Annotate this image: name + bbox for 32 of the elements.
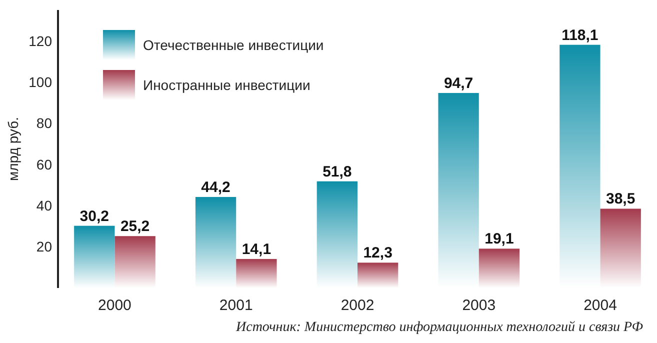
bar (358, 262, 398, 288)
bar (74, 226, 115, 288)
data-label: 44,2 (201, 178, 230, 196)
y-tick-label: 20 (36, 238, 52, 255)
y-tick-label: 60 (36, 156, 52, 172)
data-label: 94,7 (444, 74, 474, 92)
bar (114, 236, 156, 288)
data-label: 38,5 (606, 190, 636, 208)
bar (478, 248, 520, 288)
x-tick-label: 2000 (98, 297, 132, 314)
legend-label: Отечественные инвестиции (143, 36, 324, 53)
data-label: 25,2 (120, 218, 150, 236)
x-tick-label: 2003 (462, 297, 496, 314)
y-tick-label: 100 (28, 74, 52, 90)
data-label: 12,3 (363, 244, 392, 262)
y-tick-label: 80 (36, 115, 52, 132)
y-axis-title: млрд руб. (5, 116, 21, 182)
data-label: 19,1 (484, 230, 514, 248)
x-tick-label: 2001 (219, 297, 253, 314)
y-tick-label: 120 (28, 32, 52, 49)
legend-label: Иностранные инвестиции (143, 76, 310, 93)
data-label: 118,1 (562, 26, 598, 44)
bar (600, 208, 641, 288)
bar (236, 258, 277, 288)
bar (195, 196, 236, 288)
x-tick-label: 2004 (584, 297, 617, 314)
y-tick-label: 40 (36, 198, 52, 214)
data-label: 51,8 (322, 163, 352, 180)
data-label: 14,1 (242, 240, 272, 258)
text: Источник: Министерство информационных технологий и связи РФ (235, 320, 643, 335)
data-label: 30,2 (80, 208, 110, 225)
x-tick-label: 2002 (340, 297, 374, 314)
